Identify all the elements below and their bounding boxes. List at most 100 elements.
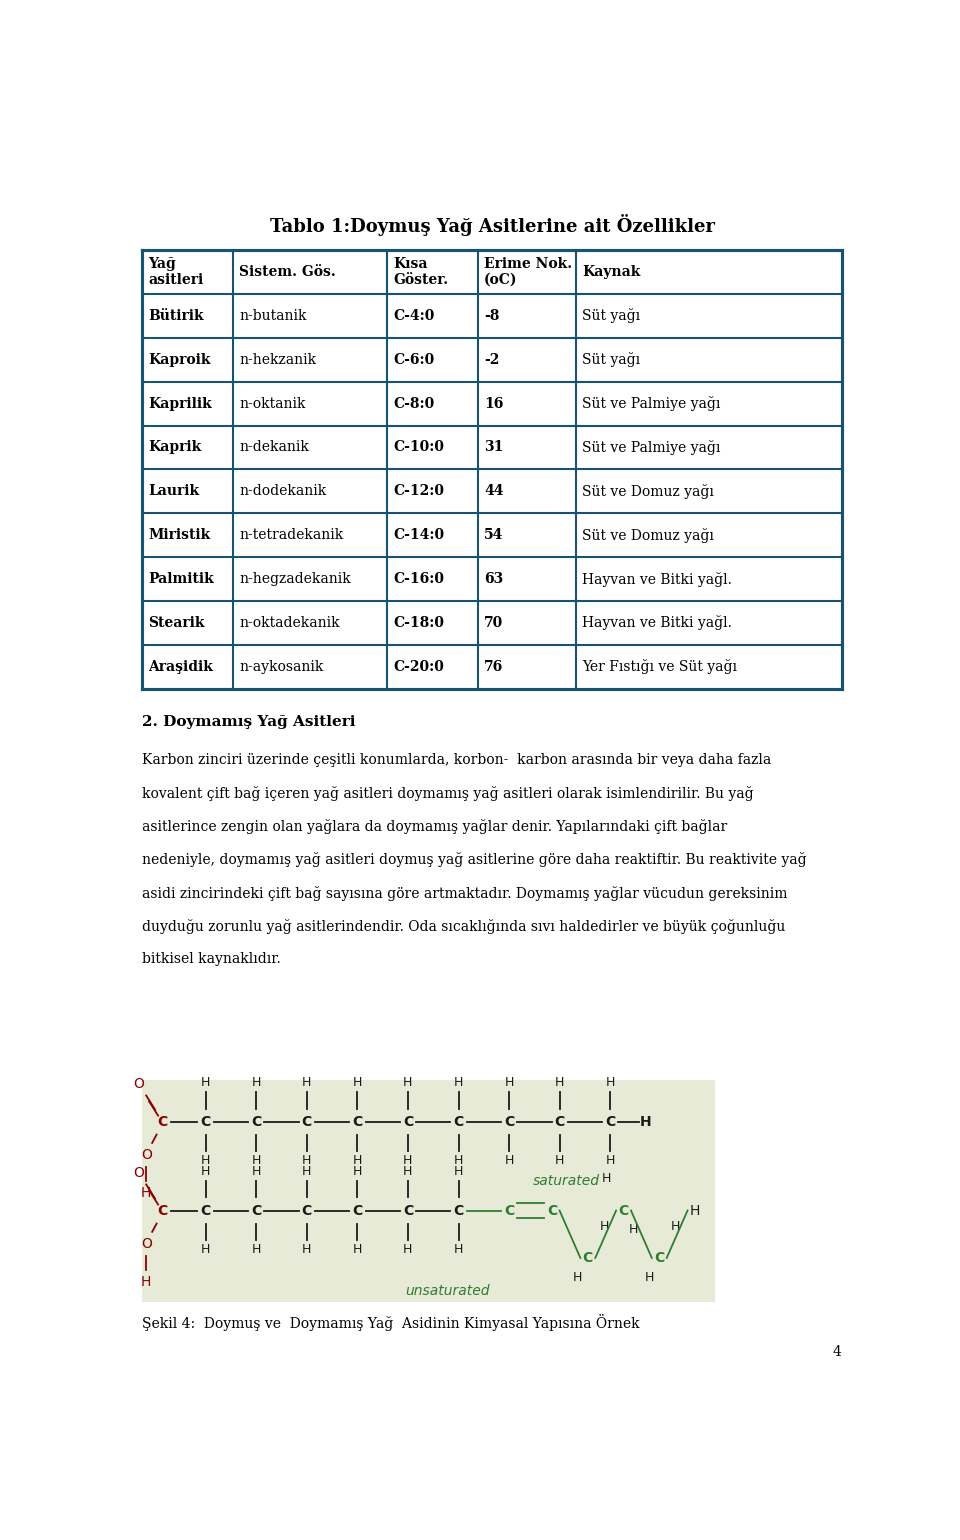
Text: H: H	[644, 1270, 654, 1283]
Text: C: C	[453, 1115, 464, 1129]
Text: n-dekanik: n-dekanik	[239, 440, 309, 454]
Text: 2. Doymamış Yağ Asitleri: 2. Doymamış Yağ Asitleri	[142, 715, 356, 728]
Text: C: C	[504, 1204, 515, 1218]
Text: H: H	[352, 1153, 362, 1167]
Text: C: C	[301, 1204, 312, 1218]
Text: H: H	[640, 1115, 652, 1129]
Text: C-10:0: C-10:0	[393, 440, 444, 454]
Text: Kaynak: Kaynak	[582, 265, 640, 279]
Text: O: O	[133, 1076, 144, 1090]
Text: Kaprik: Kaprik	[148, 440, 202, 454]
Text: Yağ
asitleri: Yağ asitleri	[148, 257, 204, 286]
Text: H: H	[352, 1164, 362, 1178]
Text: H: H	[252, 1076, 261, 1089]
Text: 76: 76	[484, 659, 503, 675]
Text: Kısa
Göster.: Kısa Göster.	[393, 257, 448, 286]
Text: H: H	[302, 1164, 311, 1178]
Text: kovalent çift bağ içeren yağ asitleri doymamış yağ asitleri olarak isimlendirili: kovalent çift bağ içeren yağ asitleri do…	[142, 785, 754, 801]
Text: n-hekzanik: n-hekzanik	[239, 353, 316, 367]
Text: H: H	[504, 1153, 514, 1167]
Text: C: C	[157, 1204, 168, 1218]
Text: Süt ve Domuz yağı: Süt ve Domuz yağı	[582, 484, 713, 499]
Text: C-14:0: C-14:0	[393, 528, 444, 542]
Text: Stearik: Stearik	[148, 616, 204, 630]
Text: Kaprilik: Kaprilik	[148, 397, 212, 411]
Text: Sistem. Gös.: Sistem. Gös.	[239, 265, 336, 279]
Text: H: H	[671, 1220, 681, 1232]
Text: C-8:0: C-8:0	[393, 397, 434, 411]
Text: H: H	[352, 1076, 362, 1089]
Text: H: H	[600, 1220, 610, 1232]
Text: H: H	[555, 1076, 564, 1089]
Text: Erime Nok.
(oC): Erime Nok. (oC)	[484, 257, 572, 286]
Text: C-20:0: C-20:0	[393, 659, 444, 675]
Text: nedeniyle, doymamış yağ asitleri doymuş yağ asitlerine göre daha reaktiftir. Bu : nedeniyle, doymamış yağ asitleri doymuş …	[142, 853, 807, 867]
Text: H: H	[403, 1076, 413, 1089]
Text: H: H	[690, 1204, 700, 1218]
Text: n-oktadekanik: n-oktadekanik	[239, 616, 340, 630]
Text: H: H	[352, 1243, 362, 1257]
Text: C: C	[403, 1115, 413, 1129]
Text: Yer Fıstığı ve Süt yağı: Yer Fıstığı ve Süt yağı	[582, 659, 737, 675]
Text: H: H	[403, 1164, 413, 1178]
Text: C-6:0: C-6:0	[393, 353, 434, 367]
Text: Palmitik: Palmitik	[148, 571, 214, 587]
Text: 70: 70	[484, 616, 503, 630]
Text: H: H	[629, 1223, 638, 1237]
Text: H: H	[454, 1164, 464, 1178]
Text: Süt yağı: Süt yağı	[582, 353, 640, 367]
Text: Laurik: Laurik	[148, 484, 200, 499]
Text: H: H	[302, 1153, 311, 1167]
Text: H: H	[141, 1186, 152, 1200]
Text: asidi zincirindeki çift bağ sayısına göre artmaktadır. Doymamış yağlar vücudun g: asidi zincirindeki çift bağ sayısına gör…	[142, 885, 788, 901]
Text: C-18:0: C-18:0	[393, 616, 444, 630]
Text: C-4:0: C-4:0	[393, 310, 435, 323]
Text: O: O	[141, 1237, 152, 1250]
Text: Süt ve Domuz yağı: Süt ve Domuz yağı	[582, 528, 713, 542]
Text: Süt yağı: Süt yağı	[582, 308, 640, 323]
Text: bitkisel kaynaklıdır.: bitkisel kaynaklıdır.	[142, 952, 281, 966]
Text: C: C	[352, 1115, 363, 1129]
Text: H: H	[606, 1076, 615, 1089]
Text: C: C	[157, 1115, 168, 1129]
Text: Süt ve Palmiye yağı: Süt ve Palmiye yağı	[582, 396, 720, 411]
Text: -2: -2	[484, 353, 499, 367]
Text: H: H	[252, 1153, 261, 1167]
Text: Hayvan ve Bitki yağl.: Hayvan ve Bitki yağl.	[582, 616, 732, 630]
Text: H: H	[555, 1153, 564, 1167]
Text: H: H	[201, 1076, 210, 1089]
Text: C: C	[547, 1204, 557, 1218]
Text: saturated: saturated	[533, 1173, 600, 1187]
Text: H: H	[302, 1243, 311, 1257]
Text: -8: -8	[484, 310, 499, 323]
Text: Kaproik: Kaproik	[148, 353, 211, 367]
Text: H: H	[201, 1153, 210, 1167]
Text: 63: 63	[484, 571, 503, 587]
Text: H: H	[573, 1270, 583, 1283]
Text: Bütirik: Bütirik	[148, 310, 204, 323]
Text: H: H	[403, 1153, 413, 1167]
Text: Hayvan ve Bitki yağl.: Hayvan ve Bitki yağl.	[582, 571, 732, 587]
Text: Şekil 4:  Doymuş ve  Doymamış Yağ  Asidinin Kimyasal Yapısına Örnek: Şekil 4: Doymuş ve Doymamış Yağ Asidinin…	[142, 1314, 640, 1331]
Text: H: H	[504, 1076, 514, 1089]
Text: H: H	[454, 1243, 464, 1257]
Text: Araşidik: Araşidik	[148, 659, 213, 675]
Text: n-oktanik: n-oktanik	[239, 397, 305, 411]
Text: H: H	[252, 1243, 261, 1257]
Text: C: C	[504, 1115, 515, 1129]
Text: n-aykosanik: n-aykosanik	[239, 659, 324, 675]
Text: O: O	[141, 1147, 152, 1161]
Text: C: C	[352, 1204, 363, 1218]
Text: H: H	[454, 1076, 464, 1089]
Text: C: C	[583, 1250, 593, 1264]
Text: n-tetradekanik: n-tetradekanik	[239, 528, 344, 542]
Text: 16: 16	[484, 397, 503, 411]
Text: 31: 31	[484, 440, 503, 454]
Text: C: C	[201, 1115, 210, 1129]
Text: 4: 4	[833, 1344, 842, 1358]
Text: H: H	[201, 1164, 210, 1178]
Text: C-12:0: C-12:0	[393, 484, 444, 499]
Text: C: C	[403, 1204, 413, 1218]
Text: C: C	[251, 1115, 261, 1129]
Text: unsaturated: unsaturated	[405, 1284, 490, 1298]
